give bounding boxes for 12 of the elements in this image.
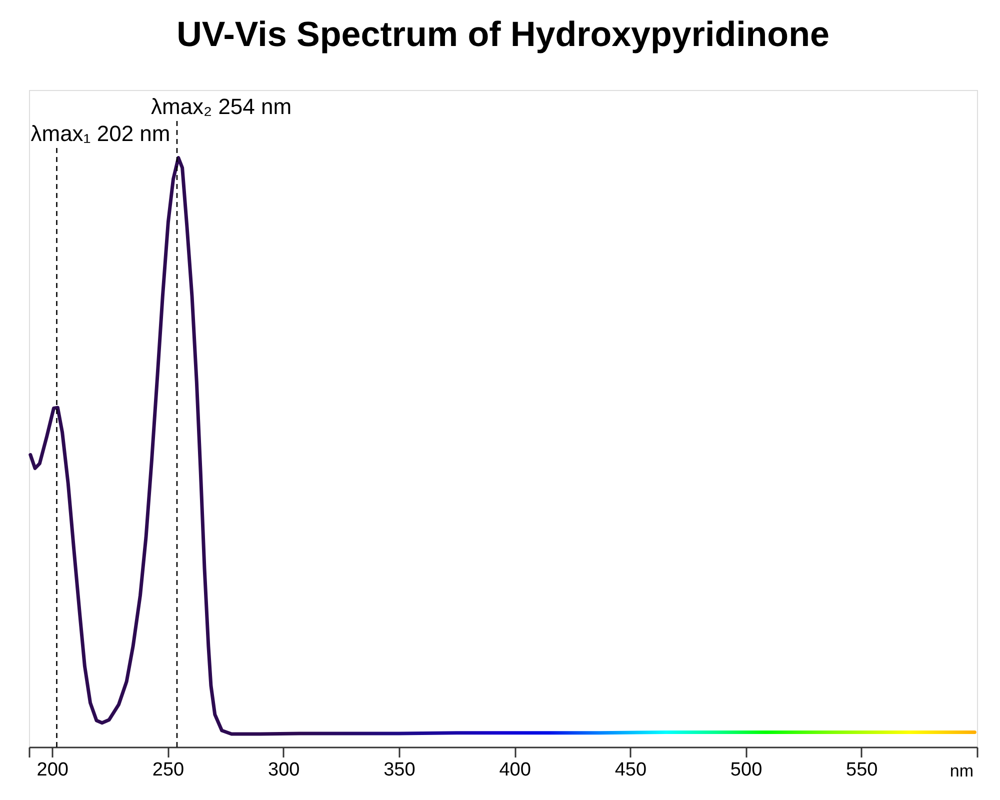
x-tick-label: 300 (268, 760, 300, 780)
x-tick-label: 200 (36, 760, 68, 780)
x-tick-label: 400 (499, 760, 531, 780)
chart-title: UV-Vis Spectrum of Hydroxypyridinone (176, 15, 830, 54)
x-tick-label: 450 (614, 760, 647, 780)
ref-line-label: λmax₂ 254 nm (150, 94, 292, 119)
x-tick-label: 250 (152, 760, 184, 780)
x-axis-title: nm (950, 762, 974, 780)
x-tick-label: 350 (384, 760, 416, 780)
ref-line-label: λmax₁ 202 nm (30, 121, 170, 146)
x-tick-label: 550 (846, 760, 878, 780)
x-tick-label: 500 (730, 760, 762, 780)
